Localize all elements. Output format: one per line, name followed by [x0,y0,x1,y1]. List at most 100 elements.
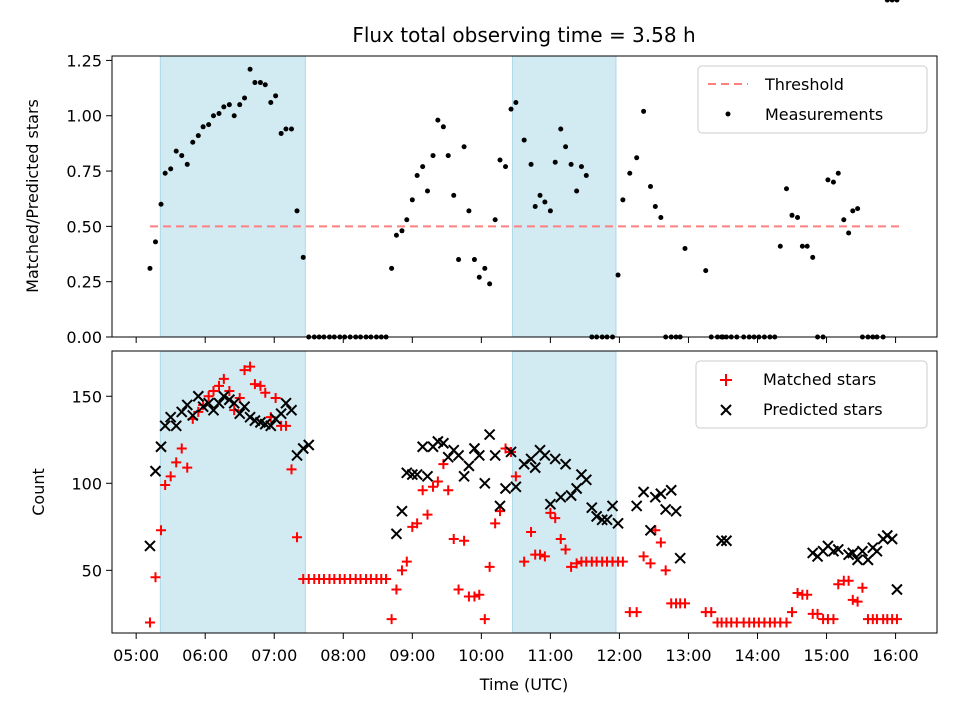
predicted-star-point [149,465,162,477]
x-tick-label: 11:00 [527,646,573,665]
measurement-point [889,0,895,3]
x-axis-label: Time (UTC) [479,675,568,694]
predicted-star-point [164,411,177,423]
matched-star-point [680,598,691,609]
shaded-interval [511,350,617,634]
predicted-star-point [674,552,686,564]
measurement-point [547,208,553,214]
matched-star-point [660,565,671,576]
predicted-star-point [539,449,551,462]
matched-star-point [432,476,443,487]
predicted-star-point [529,461,541,474]
measurement-point [200,124,206,130]
y-tick-label: 1.25 [66,51,102,70]
x-tick-label: 07:00 [251,646,297,665]
measurement-point [210,113,216,119]
matched-star-point [428,481,439,492]
matched-star-point [843,575,854,586]
measurement-point [168,166,174,172]
measurement-point [162,170,168,176]
measurement-point [810,254,816,260]
matched-star-point [484,561,495,572]
measurement-point [173,148,179,154]
measurement-point [184,161,190,167]
predicted-star-point [644,524,657,537]
measurement-point [647,184,653,190]
measurement-point [257,80,263,86]
predicted-star-point [871,545,883,557]
y-tick-label: 0.50 [66,217,102,236]
predicted-star-point [715,535,728,547]
measurement-point [894,0,900,3]
measurement-point [278,130,284,136]
bottom-x-ticks: 05:00 06:00 07:00 08:00 09:00 10:00 11:00 12:00… [113,633,919,665]
predicted-star-point [832,543,844,556]
predicted-star-point [265,420,277,432]
predicted-stars-points [144,390,903,596]
measurement-point [568,161,574,167]
measurement-point [789,212,795,218]
matched-star-point [150,572,161,583]
x-tick-label: 14:00 [734,646,780,665]
matched-star-point [539,551,550,562]
shaded-interval [159,55,306,338]
predicted-star-point [275,407,287,420]
y-tick-label: 50 [82,561,102,580]
matched-star-point [812,608,823,619]
matched-star-point [381,574,392,585]
predicted-star-point [630,500,643,512]
predicted-star-point [192,390,205,402]
predicted-star-point [655,488,667,500]
predicted-star-point [565,489,577,502]
matched-star-point [555,534,566,544]
matched-star-point [160,480,171,491]
legend-predicted-label: Predicted stars [763,400,883,419]
measurement-point [615,272,621,278]
measurement-point [262,82,268,88]
matched-star-point [490,518,501,529]
predicted-star-point [544,498,557,510]
predicted-star-point [851,554,864,566]
predicted-star-point [463,460,475,472]
matched-star-point [802,589,813,600]
matched-star-point [401,556,412,567]
top-shaded-intervals [159,55,617,338]
matched-star-point [176,443,187,454]
predicted-star-point [176,406,188,418]
predicted-star-point [197,400,209,413]
predicted-star-point [505,446,517,458]
measurement-point [206,122,212,128]
predicted-star-point [452,449,465,462]
legend-threshold-label: Threshold [764,75,844,94]
measurement-point [268,99,274,105]
y-tick-label: 0.25 [66,273,102,292]
top-legend-box [697,65,928,134]
matched-star-point [182,462,193,473]
predicted-star-point [649,491,662,503]
matched-stars-points [144,361,902,628]
y-tick-label: 0.75 [66,162,102,181]
matched-star-point [571,558,582,569]
predicted-star-point [659,503,672,516]
measurement-point [300,254,306,260]
predicted-star-point [637,486,650,498]
measurement-point [456,257,462,263]
measurement-point [466,208,472,214]
predicted-star-point [590,510,603,523]
top-legend: Threshold Measurements [697,65,928,134]
matched-star-point [469,591,480,602]
measurement-point [503,164,509,170]
measurement-point [835,170,841,176]
predicted-star-point [549,453,561,465]
predicted-star-point [390,528,403,540]
measurement-point [430,153,436,159]
measurement-point [884,0,890,3]
shaded-interval [159,350,306,634]
matched-star-point [286,464,297,475]
matched-star-point [224,386,235,397]
measurement-point [440,124,446,130]
measurement-point [461,144,467,150]
measurement-point [682,245,688,251]
measurement-points [147,0,900,340]
matched-star-point [203,391,214,402]
